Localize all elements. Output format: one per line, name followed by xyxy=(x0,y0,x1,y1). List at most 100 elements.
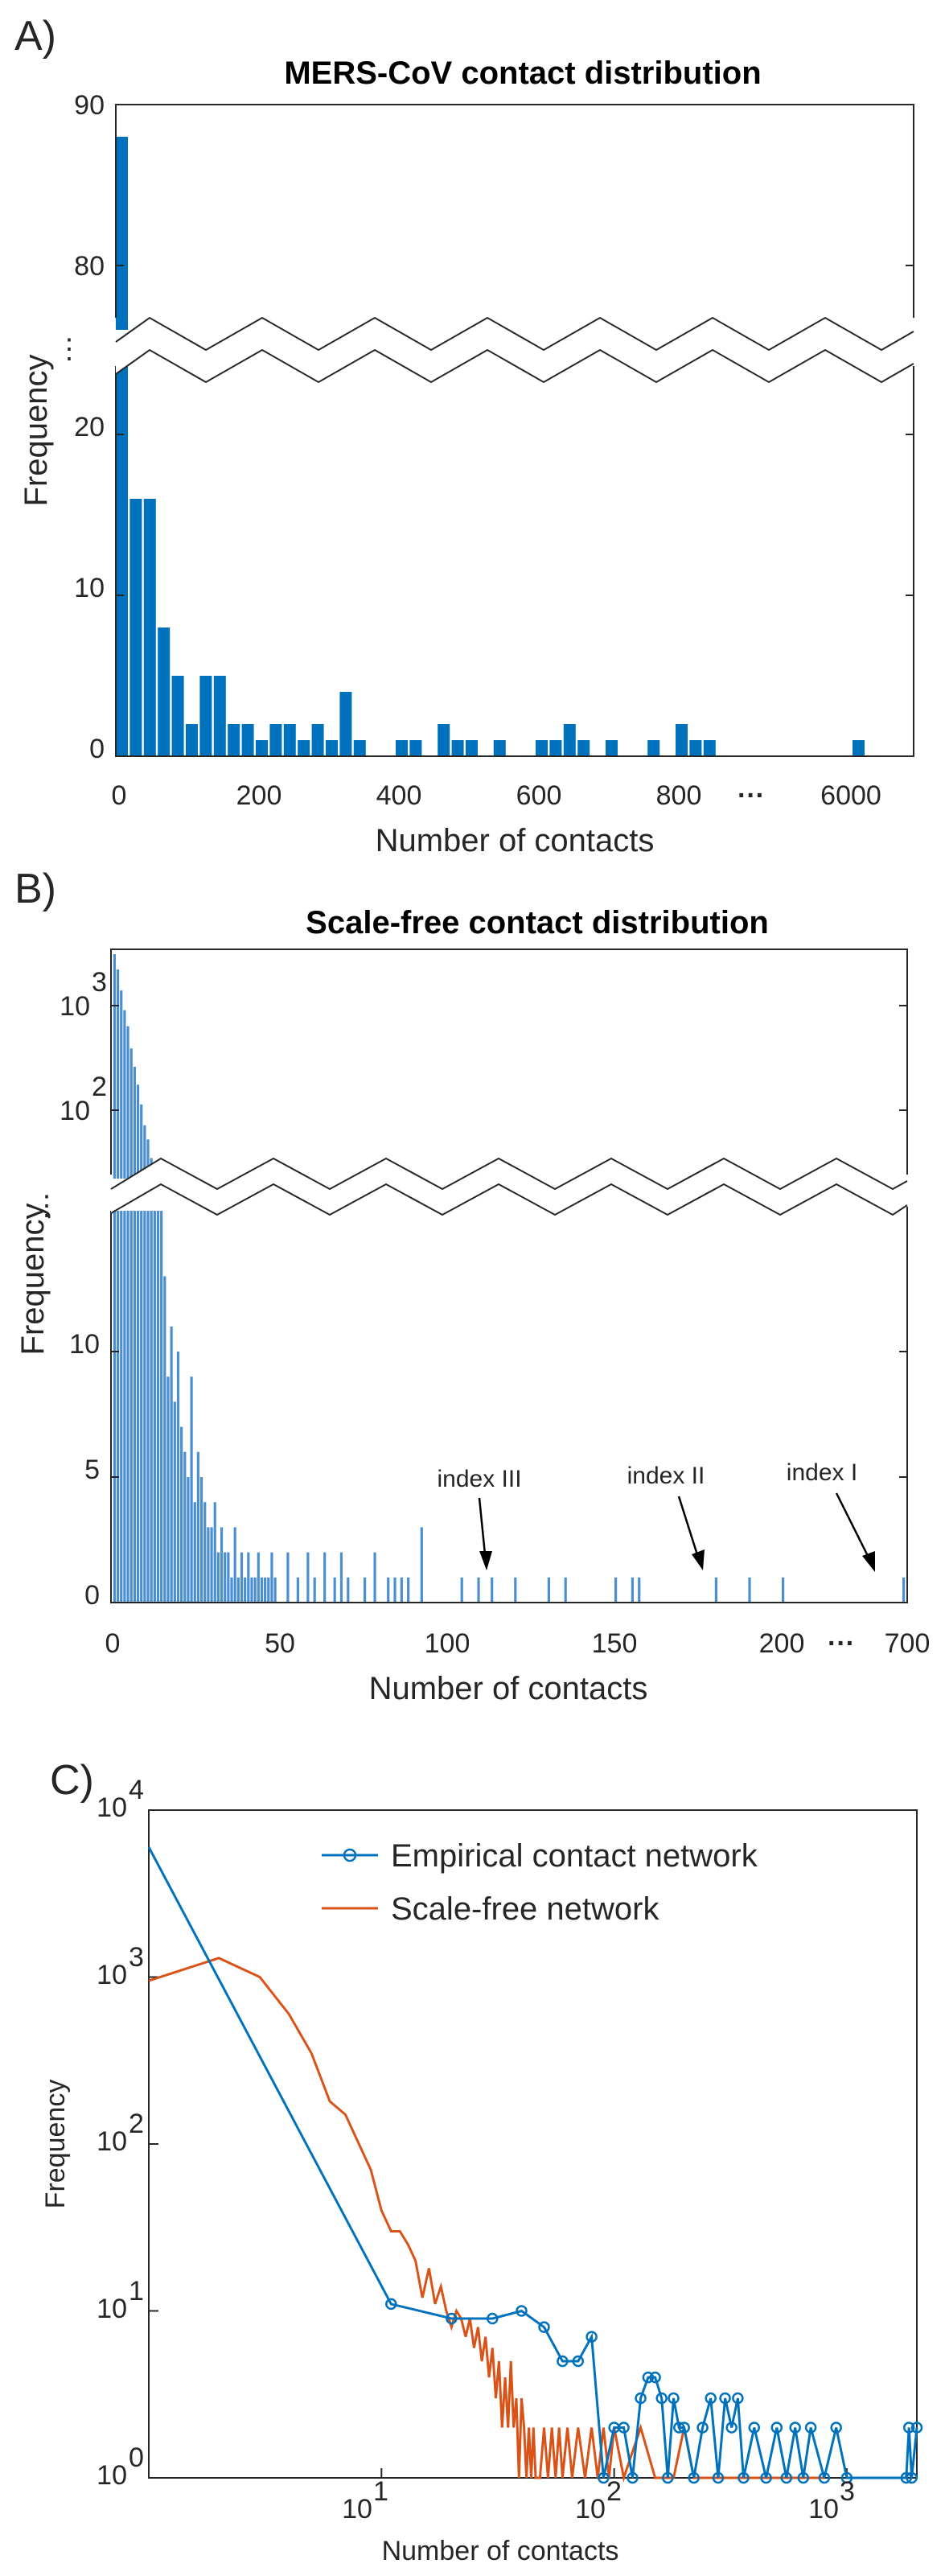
chart-b-bar xyxy=(400,1577,403,1603)
chart-c-xlabel: Number of contacts xyxy=(382,2536,619,2566)
chart-b-upper-frame xyxy=(110,949,908,1175)
chart-b-xtick-100: 100 xyxy=(425,1628,470,1659)
annotation-index-ii-arrowhead xyxy=(692,1549,705,1570)
chart-b-bar xyxy=(153,1211,156,1603)
chart-b-bar xyxy=(199,1477,203,1603)
chart-a-ylabel: Frequency xyxy=(18,355,54,507)
chart-b-xtick-50: 50 xyxy=(265,1628,295,1659)
chart-a-xtick-800: 800 xyxy=(656,780,702,811)
chart-b-bar xyxy=(170,1326,173,1603)
chart-a-bar xyxy=(129,499,142,756)
chart-b-ytick-1e3-exp: 3 xyxy=(92,967,107,998)
panel-label-c: C) xyxy=(50,1757,94,1804)
chart-a-ytick-0: 0 xyxy=(89,734,105,764)
chart-b-bar xyxy=(323,1552,327,1603)
chart-c-ytick-1e3-base: 10 xyxy=(97,1960,127,1990)
chart-a-bar xyxy=(563,724,576,756)
chart-b-ytick-1e3-base: 10 xyxy=(60,991,90,1022)
chart-b-lower-frame xyxy=(110,1207,908,1603)
chart-b-bar xyxy=(146,1211,150,1603)
chart-b-bar xyxy=(163,1276,166,1603)
chart-b-bar-upper xyxy=(120,990,123,1179)
chart-a-xtick-600: 600 xyxy=(516,780,562,811)
chart-b-ytick-5: 5 xyxy=(84,1455,100,1485)
panel-label-a: A) xyxy=(14,13,56,60)
chart-b-bar xyxy=(190,1376,193,1603)
chart-b-bar xyxy=(126,1211,129,1603)
chart-a-bar xyxy=(703,740,716,756)
chart-b-bar-upper xyxy=(113,954,117,1179)
chart-a-bar xyxy=(311,724,324,756)
series-empirical-point xyxy=(725,2422,738,2434)
chart-b-bar xyxy=(210,1527,213,1603)
chart-a-upper-frame xyxy=(115,104,914,318)
chart-a-ytick-80: 80 xyxy=(74,251,105,282)
chart-a-bar xyxy=(171,676,184,756)
chart-b-xtick-0: 0 xyxy=(105,1628,121,1659)
chart-a-lower-frame xyxy=(115,366,914,757)
annotation-index-iii-arrowhead xyxy=(479,1551,492,1570)
chart-b-bar xyxy=(373,1552,376,1603)
chart-b-bar xyxy=(236,1577,240,1603)
chart-c-ytick-1e4-base: 10 xyxy=(97,1792,127,1823)
chart-a-bar xyxy=(438,724,450,756)
chart-b-bars xyxy=(111,954,907,1603)
chart-a-bar xyxy=(339,692,352,756)
chart-b-bar xyxy=(244,1577,247,1603)
chart-b-bar xyxy=(347,1577,350,1603)
series-empirical-point xyxy=(642,2371,655,2384)
chart-b-xtick-150: 150 xyxy=(592,1628,638,1659)
chart-c-ytick-1e1-exp: 1 xyxy=(129,2276,144,2306)
series-scale-free-line xyxy=(148,1957,824,2483)
chart-b-bar xyxy=(207,1527,210,1603)
chart-a-bar xyxy=(409,740,422,756)
chart-b-bar xyxy=(264,1577,267,1603)
chart-b-bar xyxy=(227,1552,230,1603)
chart-b-bar xyxy=(364,1577,367,1603)
series-empirical-point xyxy=(748,2422,761,2434)
chart-b-ylabel: Frequency xyxy=(15,1204,51,1356)
chart-b-bar xyxy=(393,1577,396,1603)
chart-b-bar xyxy=(333,1577,336,1603)
chart-c-ytick-1e2-exp: 2 xyxy=(129,2109,144,2139)
series-empirical-point xyxy=(712,2471,725,2484)
series-empirical-point xyxy=(572,2355,585,2368)
panel-label-b: B) xyxy=(14,866,56,912)
chart-b-bar xyxy=(224,1552,227,1603)
chart-a-bar xyxy=(213,676,226,756)
chart-a-ytick-10: 10 xyxy=(74,573,105,603)
series-empirical-point xyxy=(910,2422,923,2434)
annotation-index-iii: index III xyxy=(437,1466,521,1492)
series-empirical-point xyxy=(557,2355,569,2368)
series-empirical-point xyxy=(780,2471,793,2484)
chart-b-bar xyxy=(286,1552,290,1603)
chart-b-bar xyxy=(150,1211,153,1603)
chart-b-bar xyxy=(133,1211,136,1603)
chart-b-bar xyxy=(233,1527,236,1603)
series-empirical-point xyxy=(585,2331,598,2343)
chart-c-xtick-1e1-exp: 1 xyxy=(373,2476,388,2507)
series-empirical-point xyxy=(840,2471,853,2484)
chart-b-bar xyxy=(183,1451,187,1603)
chart-a-bar xyxy=(853,740,865,756)
chart-b-bar xyxy=(782,1577,785,1603)
chart-c-ytick-1e2-base: 10 xyxy=(97,2126,127,2157)
chart-b-bar xyxy=(260,1577,264,1603)
chart-b-bar xyxy=(296,1577,299,1603)
series-empirical-point xyxy=(635,2392,647,2405)
chart-b-bar-700 xyxy=(902,1577,906,1603)
chart-c-ylabel: Frequency xyxy=(40,2080,71,2209)
series-empirical-point xyxy=(906,2471,918,2484)
chart-b-bar xyxy=(257,1552,260,1603)
series-empirical-point xyxy=(830,2422,842,2434)
chart-b-bar xyxy=(631,1577,634,1603)
chart-a-bar-upper xyxy=(116,137,128,330)
chart-b-bar xyxy=(156,1211,160,1603)
chart-b-bar xyxy=(216,1552,220,1603)
series-empirical-point xyxy=(655,2392,668,2405)
chart-b-bar xyxy=(180,1426,183,1603)
chart-a-xaxis-ellipsis: ··· xyxy=(738,780,765,811)
chart-b-bar xyxy=(213,1502,216,1603)
chart-a-break-line-lower xyxy=(115,348,914,384)
chart-b-bar-upper xyxy=(126,1026,129,1179)
